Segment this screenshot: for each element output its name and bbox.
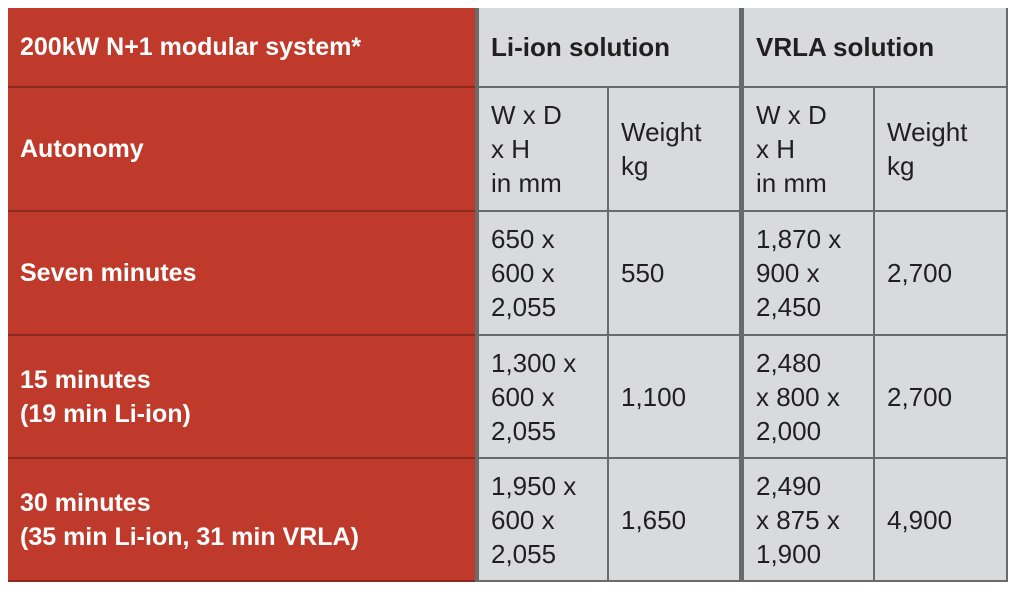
cell-line: 2,450 [756, 292, 822, 322]
cell-line: x H [491, 134, 530, 164]
header-text: VRLA solution [756, 32, 935, 62]
divider [475, 8, 479, 582]
table-cell: W x D x H in mm [744, 88, 875, 212]
row-label: Autonomy [8, 88, 475, 212]
table-cell: 1,650 [609, 459, 741, 582]
cell-line: 650 x [491, 224, 555, 254]
header-cell: Li-ion solution [479, 8, 741, 88]
table-cell: W x D x H in mm [479, 88, 609, 212]
table-cell: 1,100 [609, 336, 741, 459]
label-line: Autonomy [20, 135, 144, 163]
table-cell: 1,950 x 600 x 2,055 [479, 459, 609, 582]
cell-line: 2,000 [756, 415, 822, 446]
row-label: Seven minutes [8, 212, 475, 336]
label-line: 30 minutes [20, 488, 151, 517]
table-cell: 650 x 600 x 2,055 [479, 212, 609, 336]
table-cell: 4,900 [875, 459, 1008, 582]
row-label: 15 minutes (19 min Li-ion) [8, 336, 475, 459]
cell-line: 4,900 [887, 504, 953, 535]
divider [740, 8, 744, 582]
table-cell: Weight kg [609, 88, 741, 212]
label-line: 15 minutes [20, 365, 151, 394]
cell-line: Weight [621, 117, 702, 147]
cell-line: kg [887, 151, 915, 181]
cell-line: in mm [491, 168, 562, 198]
cell-line: 600 x [491, 504, 555, 535]
cell-line: 600 x [491, 381, 555, 412]
cell-line: 1,300 x [491, 347, 577, 378]
cell-line: 1,100 [621, 381, 687, 412]
row-label: 30 minutes (35 min Li-ion, 31 min VRLA) [8, 459, 475, 582]
header-title: 200kW N+1 modular system* [20, 33, 362, 61]
table-cell: 550 [609, 212, 741, 336]
table-cell: 2,490 x 875 x 1,900 [744, 459, 875, 582]
cell-line: 1,650 [621, 504, 687, 535]
cell-line: 600 x [491, 258, 555, 288]
cell-line: 2,700 [887, 258, 953, 288]
cell-line: x 875 x [756, 504, 840, 535]
cell-line: W x D [756, 100, 827, 130]
cell-line: 2,480 [756, 347, 822, 378]
table-cell: Weight kg [875, 88, 1008, 212]
cell-line: 2,055 [491, 538, 557, 569]
table-cell: 2,700 [875, 336, 1008, 459]
cell-line: x 800 x [756, 381, 840, 412]
cell-line: x H [756, 134, 795, 164]
table-cell: 2,480 x 800 x 2,000 [744, 336, 875, 459]
cell-line: 900 x [756, 258, 820, 288]
cell-line: Weight [887, 117, 968, 147]
cell-line: 2,055 [491, 292, 557, 322]
cell-line: 550 [621, 258, 665, 288]
cell-line: 1,950 x [491, 470, 577, 501]
cell-line: in mm [756, 168, 827, 198]
table-cell: 1,300 x 600 x 2,055 [479, 336, 609, 459]
label-line: (19 min Li-ion) [20, 399, 191, 428]
table-cell: 2,700 [875, 212, 1008, 336]
cell-line: 1,870 x [756, 224, 842, 254]
header-cell: VRLA solution [744, 8, 1008, 88]
table-cell: 1,870 x 900 x 2,450 [744, 212, 875, 336]
label-line: (35 min Li-ion, 31 min VRLA) [20, 522, 359, 551]
cell-line: 2,700 [887, 381, 953, 412]
cell-line: W x D [491, 100, 562, 130]
cell-line: 1,900 [756, 538, 822, 569]
cell-line: 2,055 [491, 415, 557, 446]
label-line: Seven minutes [20, 259, 197, 287]
cell-line: kg [621, 151, 649, 181]
cell-line: 2,490 [756, 470, 822, 501]
header-cell: 200kW N+1 modular system* [8, 8, 475, 88]
header-text: Li-ion solution [491, 32, 671, 62]
